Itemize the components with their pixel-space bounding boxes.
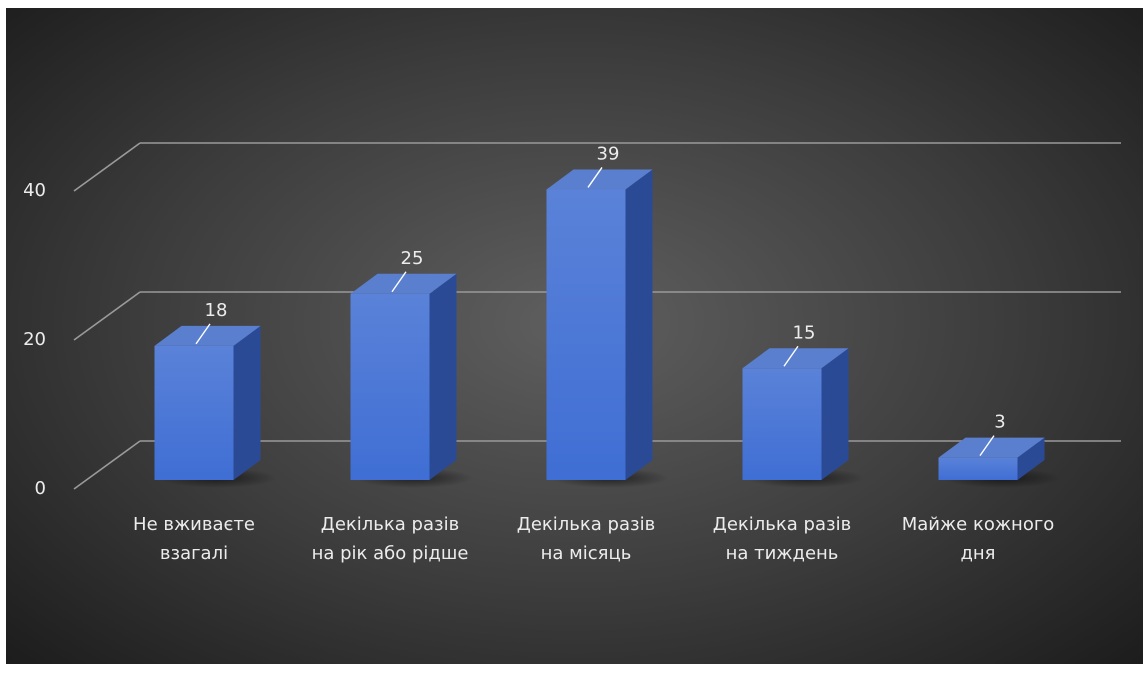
data-label: 39 — [597, 143, 620, 164]
bar — [154, 345, 234, 480]
data-label-leader — [195, 323, 211, 345]
data-label-leader — [587, 167, 603, 188]
data-label: 18 — [205, 300, 228, 321]
data-label-leader — [783, 345, 799, 367]
bar-side — [821, 348, 849, 480]
y-tick-label: 0 — [35, 478, 46, 499]
bar-side — [1017, 437, 1045, 480]
bar — [938, 457, 1018, 480]
data-label: 25 — [401, 248, 424, 269]
bar — [546, 189, 626, 480]
bar-side — [233, 325, 261, 480]
x-tick-label: Майже кожного дня — [901, 514, 1055, 564]
data-label: 15 — [793, 322, 816, 343]
gridline-diagonal — [73, 440, 141, 490]
data-label-leader — [391, 271, 407, 293]
chart-area: 0 20 40 18 25 39 15 3 Не вживаєте взагалі Декіль… — [6, 8, 1143, 664]
bar-top — [350, 273, 457, 294]
x-tick-label: Не вживаєте взагалі — [133, 514, 255, 564]
bar — [350, 293, 430, 480]
bar-top — [546, 169, 653, 190]
bar-side — [625, 169, 653, 480]
gridline-diagonal — [73, 142, 141, 192]
x-tick-label: Декілька разів на місяць — [516, 514, 656, 564]
data-label: 3 — [994, 412, 1005, 433]
bar-top — [938, 437, 1045, 458]
gridline-diagonal — [73, 291, 141, 341]
x-tick-label: Декілька разів на тиждень — [712, 514, 852, 564]
data-label-leader — [979, 435, 995, 457]
bar-side — [429, 273, 457, 480]
bar-top — [742, 348, 849, 369]
bar-chart: 0 20 40 18 25 39 15 3 — [23, 142, 1121, 499]
bar-top — [154, 325, 261, 346]
y-tick-label: 40 — [23, 180, 46, 201]
x-tick-label: Декілька разів на рік або рідше — [311, 514, 469, 564]
bar — [742, 368, 822, 480]
y-tick-label: 20 — [23, 329, 46, 350]
